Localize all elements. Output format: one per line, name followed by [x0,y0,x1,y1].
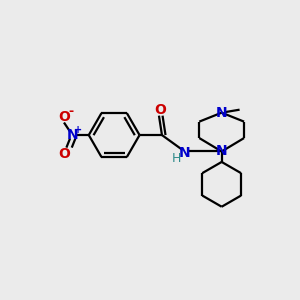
Text: O: O [154,103,166,117]
Text: O: O [58,147,70,160]
Text: N: N [216,145,227,158]
Text: H: H [172,152,182,165]
Text: -: - [68,105,73,118]
Text: O: O [58,110,70,124]
Text: +: + [74,125,82,135]
Text: N: N [216,106,227,120]
Text: N: N [178,146,190,160]
Text: N: N [67,128,78,142]
